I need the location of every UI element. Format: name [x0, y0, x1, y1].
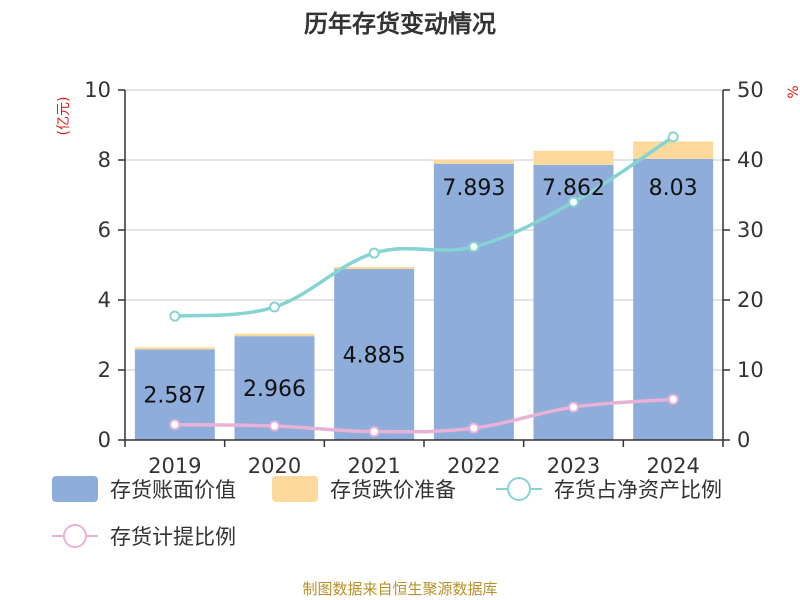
- bar-impairment: [234, 333, 315, 337]
- source-note: 制图数据来自恒生聚源数据库: [302, 580, 497, 598]
- gridlines: [125, 89, 723, 371]
- legend-label: 存货占净资产比例: [554, 478, 722, 502]
- line-provision-ratio-point: [269, 420, 280, 432]
- line-ratio-net-assets-point: [269, 301, 280, 313]
- line-ratio-net-assets-point: [667, 131, 679, 143]
- left-tick-label: 6: [98, 218, 111, 242]
- line-provision-ratio: [174, 397, 674, 434]
- legend-circle-icon: [63, 524, 87, 548]
- legend-swatch-icon: [52, 476, 98, 502]
- legend-label: 存货计提比例: [110, 525, 236, 549]
- left-tick-label: 10: [84, 78, 111, 102]
- axes: 0 2 4 6 8 10 0 10 20 30 40 50 2019 2020 2021 2022 2023 20…: [84, 78, 763, 478]
- bar-book-value: [533, 164, 614, 440]
- bar-impairment: [134, 347, 215, 350]
- x-tick-label: 2021: [347, 454, 400, 478]
- bar-book-value: [334, 269, 415, 440]
- bar-book-value: [633, 158, 714, 440]
- right-axis-unit: %: [786, 85, 800, 98]
- left-tick-label: 0: [98, 428, 111, 452]
- x-tick-label: 2019: [148, 454, 201, 478]
- lines: [169, 131, 679, 438]
- bar-value-label: 2.966: [243, 377, 306, 402]
- line-provision-ratio-point: [169, 419, 181, 431]
- line-provision-ratio-point: [568, 401, 579, 413]
- line-provision-ratio-point: [667, 393, 679, 405]
- line-ratio-net-assets: [174, 135, 675, 318]
- x-tick-label: 2024: [646, 454, 699, 478]
- left-tick-label: 2: [98, 358, 111, 382]
- bar-value-label: 8.03: [649, 176, 698, 201]
- legend-swatch-icon: [272, 476, 318, 502]
- line-ratio-net-assets-point: [468, 241, 480, 253]
- right-tick-label: 30: [737, 218, 764, 242]
- x-tick-label: 2023: [547, 454, 600, 478]
- left-axis-unit: (亿元): [56, 97, 72, 136]
- legend-label: 存货账面价值: [110, 478, 236, 502]
- x-tick-label: 2020: [248, 454, 301, 478]
- right-tick-label: 20: [737, 288, 764, 312]
- bar-impairment: [334, 266, 415, 270]
- legend-circle-icon: [507, 477, 531, 501]
- right-tick-label: 50: [737, 78, 764, 102]
- bar-book-value: [433, 163, 514, 440]
- legend-label: 存货跌价准备: [330, 478, 456, 502]
- line-ratio-net-assets-point: [568, 196, 579, 208]
- line-ratio-net-assets-point: [169, 310, 181, 322]
- bar-value-label: 7.862: [542, 176, 605, 201]
- line-ratio-net-assets-point: [368, 247, 380, 259]
- bar-value-label: 2.587: [143, 384, 206, 409]
- right-tick-label: 0: [737, 428, 750, 452]
- bars: [134, 141, 714, 440]
- right-tick-label: 10: [737, 358, 764, 382]
- line-provision-ratio-point: [368, 426, 380, 438]
- left-tick-label: 4: [98, 288, 111, 312]
- x-tick-label: 2022: [447, 454, 500, 478]
- right-tick-label: 40: [737, 148, 764, 172]
- bar-labels: 2.587 2.966 4.885 7.893 7.862 8.03: [143, 176, 697, 409]
- bar-value-label: 4.885: [343, 344, 406, 369]
- line-provision-ratio-point: [468, 422, 480, 434]
- bar-impairment: [433, 159, 514, 164]
- bar-impairment: [533, 150, 614, 165]
- bar-value-label: 7.893: [442, 176, 505, 201]
- bar-impairment: [633, 141, 714, 159]
- chart-title: 历年存货变动情况: [304, 10, 496, 38]
- left-tick-label: 8: [98, 148, 111, 172]
